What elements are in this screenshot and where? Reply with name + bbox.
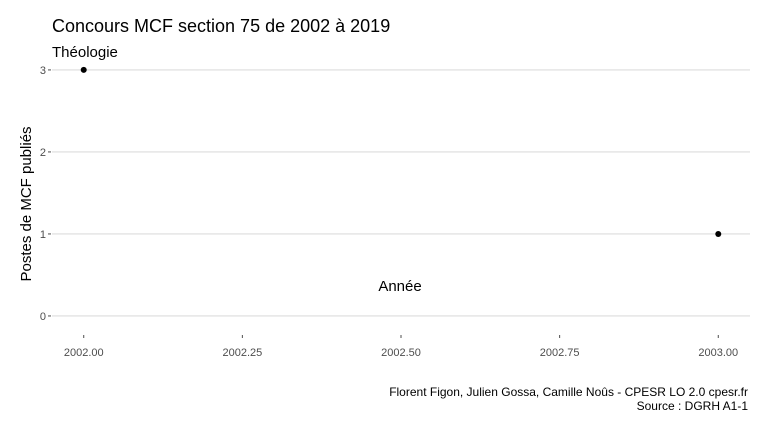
x-tick-label: 2002.50 [381, 347, 421, 359]
x-axis: 2002.00 2002.25 2002.50 2002.75 2003.00 [64, 335, 738, 359]
y-axis: 0 1 2 3 [40, 65, 51, 323]
y-tick-label: 0 [40, 311, 46, 323]
x-tick-label: 2003.00 [698, 347, 738, 359]
data-points [80, 66, 722, 237]
x-tick-label: 2002.25 [222, 347, 262, 359]
y-tick-label: 1 [40, 229, 46, 241]
y-axis-title: Postes de MCF publiés [18, 126, 35, 281]
caption-credits: Florent Figon, Julien Gossa, Camille Noû… [389, 385, 748, 399]
chart-title: Concours MCF section 75 de 2002 à 2019 [52, 16, 390, 36]
grid-lines [52, 69, 750, 317]
y-tick-label: 2 [40, 147, 46, 159]
x-tick-label: 2002.00 [64, 347, 104, 359]
chart-subtitle: Théologie [52, 44, 118, 61]
caption-source: Source : DGRH A1-1 [637, 399, 749, 413]
x-axis-title: Année [378, 278, 421, 295]
y-tick-label: 3 [40, 65, 46, 77]
x-tick-label: 2002.75 [540, 347, 580, 359]
data-point [715, 230, 722, 237]
data-point [80, 66, 87, 73]
